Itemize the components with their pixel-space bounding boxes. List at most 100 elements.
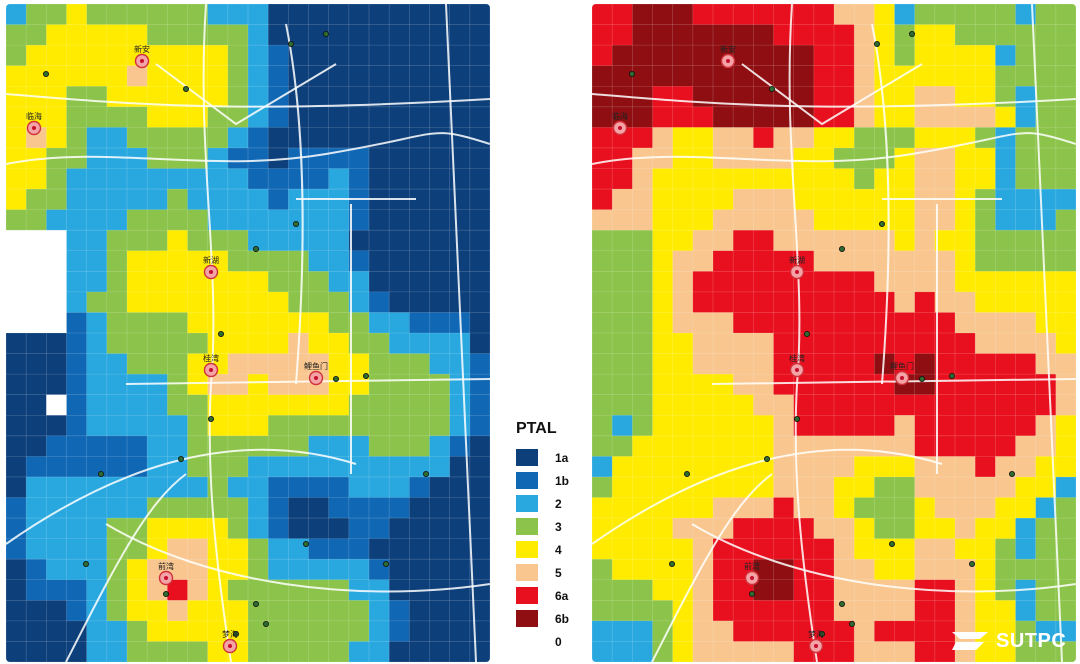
grid-cell xyxy=(26,312,47,334)
grid-cell xyxy=(955,435,976,457)
metro-station[interactable]: 桂湾 xyxy=(789,353,805,378)
grid-cell xyxy=(753,45,774,67)
grid-cell xyxy=(753,250,774,272)
grid-cell xyxy=(429,291,451,313)
metro-station[interactable]: 临海 xyxy=(612,111,628,136)
grid-cell xyxy=(6,353,27,375)
grid-cell xyxy=(429,250,451,272)
grid-cell xyxy=(127,620,148,642)
grid-cell xyxy=(955,147,976,169)
metro-station[interactable]: 新安 xyxy=(134,44,150,69)
grid-cell xyxy=(612,456,633,478)
grid-cell xyxy=(995,250,1016,272)
grid-cell xyxy=(592,209,613,231)
grid-cell xyxy=(429,374,451,396)
grid-cell xyxy=(207,620,229,642)
grid-cell xyxy=(592,86,613,108)
grid-cell xyxy=(692,312,714,334)
grid-cell xyxy=(86,620,108,642)
grid-cell xyxy=(167,333,188,355)
grid-cell xyxy=(127,353,148,375)
grid-cell xyxy=(813,518,835,540)
grid-cell xyxy=(167,230,188,252)
grid-cell xyxy=(46,45,67,67)
grid-cell xyxy=(46,394,67,416)
legend-label: 6a xyxy=(555,588,569,603)
grid-cell xyxy=(66,4,88,26)
grid-cell xyxy=(66,189,88,211)
grid-cell xyxy=(348,415,370,437)
grid-cell xyxy=(813,168,835,190)
metro-station[interactable]: 桂湾 xyxy=(203,353,219,378)
metro-station[interactable]: 前湾 xyxy=(744,561,760,586)
grid-cell xyxy=(753,209,774,231)
grid-cell xyxy=(6,86,27,108)
grid-cell xyxy=(612,415,633,437)
grid-cell xyxy=(652,333,674,355)
grid-cell xyxy=(147,579,168,601)
grid-cell xyxy=(914,415,936,437)
metro-station[interactable]: 前湾 xyxy=(158,561,174,586)
grid-cell xyxy=(389,312,410,334)
metro-station[interactable]: 梦海 xyxy=(808,629,824,654)
grid-cell xyxy=(86,4,108,26)
grid-cell xyxy=(46,127,67,149)
metro-station[interactable]: 新湖 xyxy=(789,255,805,280)
grid-cell xyxy=(308,250,330,272)
grid-cell xyxy=(348,538,370,560)
grid-cell xyxy=(834,24,855,46)
grid-cell xyxy=(672,538,694,560)
grid-cell xyxy=(66,86,88,108)
grid-cell xyxy=(348,600,370,622)
grid-cell xyxy=(207,333,229,355)
grid-cell xyxy=(147,230,168,252)
bus-stop xyxy=(888,541,895,548)
grid-cell xyxy=(328,538,350,560)
grid-cell xyxy=(268,518,289,540)
metro-station[interactable]: 鲤鱼门 xyxy=(890,361,914,386)
metro-station[interactable]: 新安 xyxy=(720,44,736,69)
grid-cell xyxy=(429,435,451,457)
grid-cell xyxy=(854,415,875,437)
grid-cell xyxy=(713,435,734,457)
grid-cell xyxy=(66,394,88,416)
grid-cell xyxy=(773,250,795,272)
metro-station[interactable]: 新湖 xyxy=(203,255,219,280)
grid-cell xyxy=(652,435,674,457)
metro-station[interactable]: 梦海 xyxy=(222,629,238,654)
metro-station[interactable]: 临海 xyxy=(26,111,42,136)
grid-cell xyxy=(328,497,350,519)
grid-cell xyxy=(429,209,451,231)
grid-cell xyxy=(106,168,128,190)
grid-cell xyxy=(268,579,289,601)
grid-cell xyxy=(147,209,168,231)
ptal-map-right[interactable]: 新安临海新湖桂湾 鲤鱼门前湾梦海 xyxy=(592,4,1076,662)
ptal-map-left[interactable]: 新安临海新湖桂湾 鲤鱼门前湾梦海 xyxy=(6,4,490,662)
grid-cell xyxy=(813,230,835,252)
grid-cell xyxy=(6,374,27,396)
grid-cell xyxy=(854,476,875,498)
station-label: 新安 xyxy=(720,44,736,54)
metro-station[interactable]: 鲤鱼门 xyxy=(304,361,328,386)
grid-cell xyxy=(632,456,653,478)
road xyxy=(6,132,490,165)
grid-cell xyxy=(288,476,309,498)
grid-cell xyxy=(167,147,188,169)
grid-cell xyxy=(1035,415,1057,437)
grid-cell xyxy=(328,415,350,437)
bus-stop xyxy=(382,561,389,568)
grid-cell xyxy=(894,106,916,128)
grid-cell xyxy=(288,86,309,108)
grid-cell xyxy=(874,45,895,67)
grid-cell xyxy=(1035,518,1057,540)
grid-cell xyxy=(733,579,754,601)
grid-cell xyxy=(167,435,188,457)
grid-cell xyxy=(348,456,370,478)
grid-cell xyxy=(389,620,410,642)
grid-cell xyxy=(834,86,855,108)
grid-cell xyxy=(469,65,490,87)
grid-cell xyxy=(268,106,289,128)
grid-cell xyxy=(429,189,451,211)
grid-cell xyxy=(288,250,309,272)
station-label: 梦海 xyxy=(222,629,238,639)
